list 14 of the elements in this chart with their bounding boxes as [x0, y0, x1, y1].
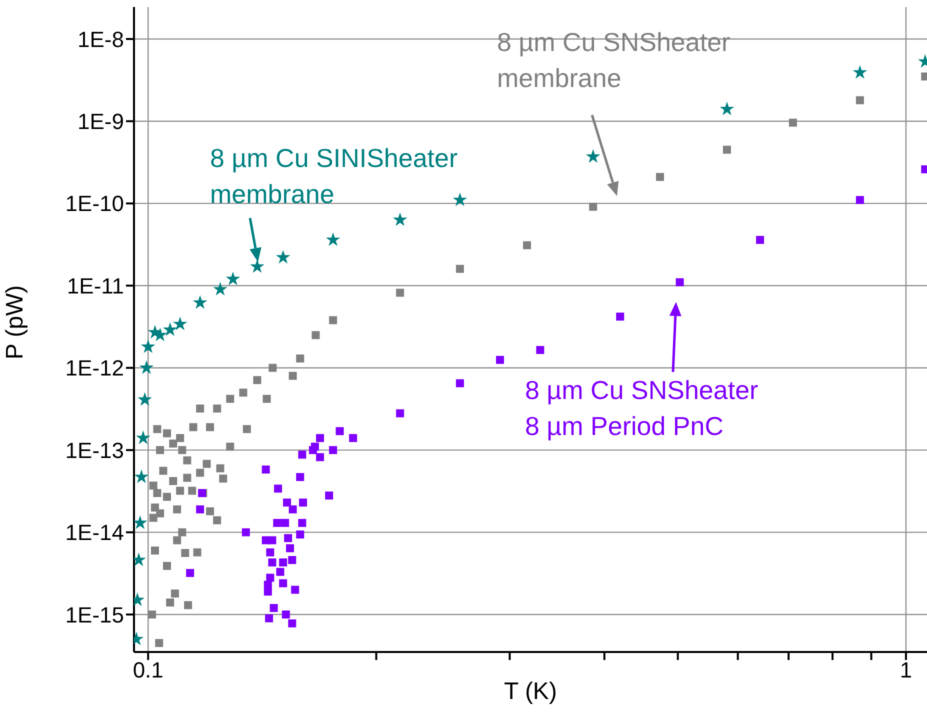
- x-tick-label: 1: [900, 658, 912, 683]
- x-axis-title: T (K): [504, 678, 557, 705]
- y-tick-label: 1E-15: [65, 602, 124, 628]
- x-tick-label: 0.1: [132, 658, 164, 683]
- y-tick-label: 1E-12: [65, 356, 124, 381]
- y-axis-title: P (pW): [2, 285, 29, 360]
- y-tick-label: 1E-13: [65, 438, 124, 463]
- y-tick-label: 1E-8: [78, 26, 124, 52]
- legend-label: 8 µm Cu SNSheater 8 µm Period PnC: [525, 374, 758, 443]
- series-label: 8 µm Cu SINISheater membrane: [210, 142, 458, 211]
- y-tick-label: 1E-14: [65, 520, 124, 546]
- y-tick-label: 1E-11: [66, 273, 124, 298]
- y-tick-label: 1E-10: [65, 191, 124, 216]
- y-tick-label: 1E-9: [78, 109, 124, 134]
